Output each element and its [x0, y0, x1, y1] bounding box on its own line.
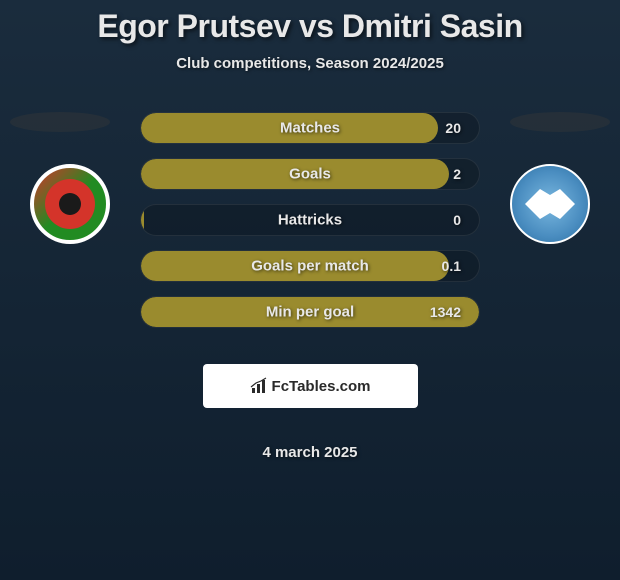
source-attribution: FcTables.com — [203, 364, 418, 408]
right-club-badge — [500, 162, 600, 246]
stat-value: 0 — [453, 212, 461, 228]
left-shadow-ellipse — [10, 112, 110, 132]
page-title: Egor Prutsev vs Dmitri Sasin — [97, 8, 522, 45]
stat-value: 1342 — [430, 304, 461, 320]
stat-row-min-per-goal: Min per goal 1342 — [140, 296, 480, 328]
subtitle: Club competitions, Season 2024/2025 — [176, 55, 444, 72]
date-label: 4 march 2025 — [262, 444, 357, 461]
left-club-badge — [20, 162, 120, 246]
content-area: Matches 20 Goals 2 Hattricks 0 Goals per… — [0, 112, 620, 461]
stat-value: 20 — [445, 120, 461, 136]
stat-row-hattricks: Hattricks 0 — [140, 204, 480, 236]
stat-fill — [141, 205, 144, 235]
stat-value: 0.1 — [442, 258, 461, 274]
comparison-card: Egor Prutsev vs Dmitri Sasin Club compet… — [0, 0, 620, 461]
stat-row-goals-per-match: Goals per match 0.1 — [140, 250, 480, 282]
chart-icon — [250, 377, 268, 395]
stat-value: 2 — [453, 166, 461, 182]
sokol-badge-icon — [510, 164, 590, 244]
stat-label: Goals — [289, 166, 331, 183]
neftekhimik-badge-icon — [30, 164, 110, 244]
source-label: FcTables.com — [272, 378, 371, 395]
stat-label: Min per goal — [266, 304, 354, 321]
stat-label: Matches — [280, 120, 340, 137]
stat-label: Goals per match — [251, 258, 369, 275]
stat-label: Hattricks — [278, 212, 342, 229]
right-shadow-ellipse — [510, 112, 610, 132]
stat-row-goals: Goals 2 — [140, 158, 480, 190]
stats-list: Matches 20 Goals 2 Hattricks 0 Goals per… — [140, 112, 480, 461]
stat-row-matches: Matches 20 — [140, 112, 480, 144]
